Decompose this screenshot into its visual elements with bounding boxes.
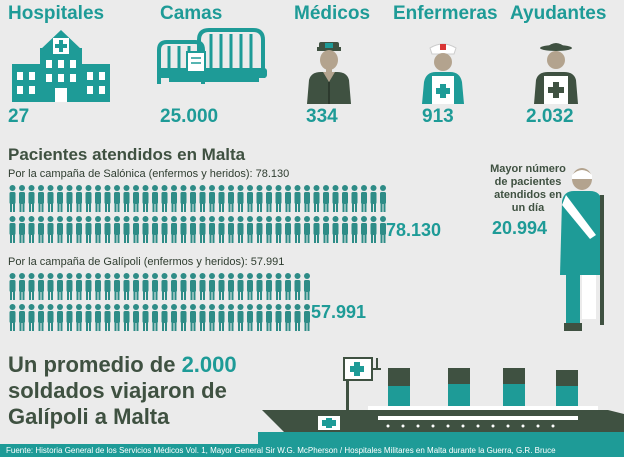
max-day-value: 20.994 [492,218,548,238]
value-hospitales: 27 [8,106,30,127]
source-text: Fuente: Historia General de los Servicio… [6,446,556,455]
label-ayudantes: Ayudantes [510,3,607,24]
salonica-soldier-icons [8,184,388,244]
label-medicos: Médicos [294,3,371,24]
gallipoli-label: Por la campaña de Galípoli (enfermos y h… [8,256,285,268]
value-enfermeras: 913 [422,106,454,127]
label-enfermeras: Enfermeras [393,3,498,24]
gallipoli-value: 57.991 [311,302,367,322]
ship-icon [258,357,624,446]
source-bar: Fuente: Historia General de los Servicio… [0,444,624,457]
promo-line-2: soldados viajaron de [8,378,227,403]
promo-part1: Un promedio de [8,352,182,377]
label-camas: Camas [160,3,223,24]
label-hospitales: Hospitales [8,3,105,24]
value-camas: 25.000 [160,106,219,127]
gallipoli-soldier-icons [8,272,310,332]
promo-line-3: Galípoli a Malta [8,404,170,429]
bed-icon [157,28,267,84]
orderly-icon [534,43,578,104]
max-day-label: Mayor número de pacientes atendidos en u… [490,163,566,214]
salonica-label: Por la campaña de Salónica (enfermos y h… [8,168,290,180]
promo-text: Un promedio de 2.000 soldados viajaron d… [8,352,237,430]
promo-highlight: 2.000 [181,352,237,377]
hospital-icon [12,30,110,102]
gallipoli-soldier-rows [8,272,310,334]
value-ayudantes: 2.032 [526,106,574,127]
value-medicos: 334 [306,106,338,127]
patients-title: Pacientes atendidos en Malta [8,145,246,164]
promo-line-1: Un promedio de 2.000 [8,352,237,378]
doctor-icon [307,42,351,104]
salonica-value: 78.130 [386,220,442,240]
wounded-soldier-icon [560,168,604,331]
salonica-soldier-rows [8,184,388,246]
nurse-icon [422,43,464,104]
